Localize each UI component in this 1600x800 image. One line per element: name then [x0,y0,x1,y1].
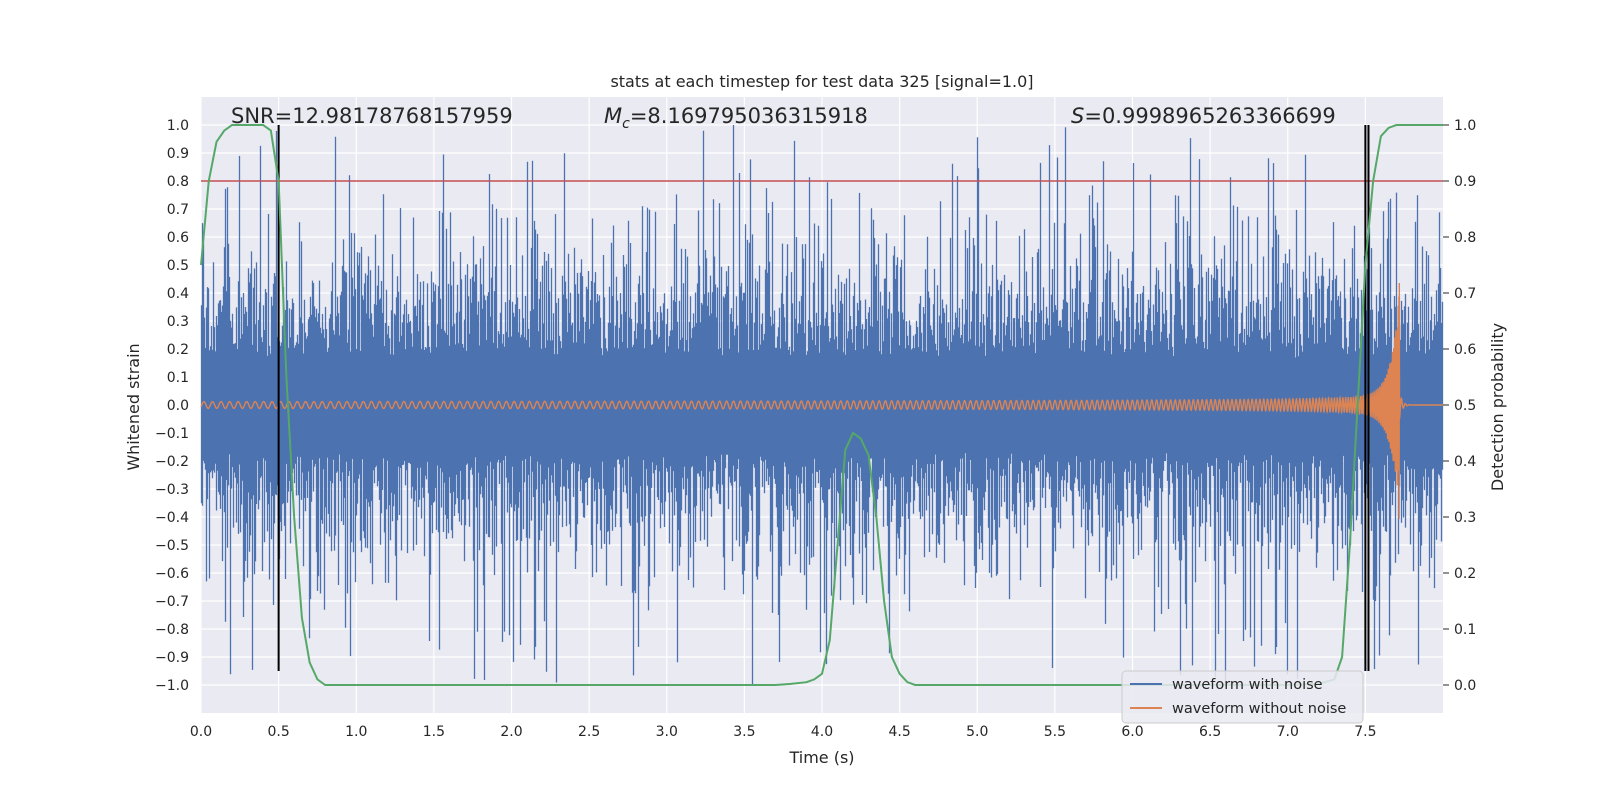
legend-label-noise: waveform with noise [1172,677,1323,693]
right-y-tick-label: 0.9 [1454,174,1476,190]
probability-layer [200,124,1443,686]
y-tick-label: 1.0 [167,118,189,134]
snr-annotation: SNR=12.98178768157959 [231,104,513,128]
right-y-tick-label: 0.8 [1454,230,1476,246]
y-tick-label: 0.8 [167,174,189,190]
y-tick-label: −0.4 [155,510,189,526]
y-tick-label: −0.3 [155,482,189,498]
y-tick-label: −1.0 [155,678,189,694]
y-tick-label: 0.1 [167,370,189,386]
x-tick-label: 7.0 [1277,724,1299,740]
right-y-tick-label: 0.0 [1454,678,1476,694]
y-tick-label: −0.7 [155,594,189,610]
x-tick-label: 3.5 [733,724,755,740]
x-tick-label: 3.0 [656,724,678,740]
y-tick-label: 0.9 [167,146,189,162]
series-detection-probability [200,124,1443,686]
x-axis-label: Time (s) [788,748,854,767]
x-tick-label: 5.0 [966,724,988,740]
x-tick-label: 1.5 [423,724,445,740]
x-tick-label: 2.0 [500,724,522,740]
x-tick-label: 0.5 [267,724,289,740]
y-tick-label: 0.4 [167,286,189,302]
legend-box [1121,670,1364,724]
y-tick-label: 0.3 [167,314,189,330]
right-y-tick-label: 1.0 [1454,118,1476,134]
chirp-mass-annotation: Mc=8.169795036315918 [604,104,868,132]
x-tick-label: 6.5 [1199,724,1221,740]
right-y-tick-label: 0.6 [1454,342,1476,358]
y-tick-label: −0.8 [155,622,189,638]
score-annotation: S=0.9998965263366699 [1071,104,1336,128]
y-tick-label: −0.6 [155,566,189,582]
right-y-tick-label: 0.3 [1454,510,1476,526]
y-axis-label: Whitened strain [124,343,143,470]
y-tick-label: 0.0 [167,398,189,414]
y-tick-label: 0.2 [167,342,189,358]
tick-labels-layer: 0.0 0.5 1.0 1.5 2.0 2.5 3.0 3.5 4.0 4.5 5.0 5.5 6.0 6… [155,118,1476,740]
x-tick-label: 4.5 [888,724,910,740]
y-tick-label: 0.5 [167,258,189,274]
series-waveform-without-noise [200,283,1443,519]
legend: waveform with noise waveform without noi… [1121,670,1364,724]
y-tick-label: 0.7 [167,202,189,218]
right-y-tick-label: 0.7 [1454,286,1476,302]
chart-title: stats at each timestep for test data 325… [610,72,1033,91]
y-tick-label: −0.9 [155,650,189,666]
right-y-tick-label: 0.4 [1454,454,1476,470]
y-tick-label: −0.5 [155,538,189,554]
right-y-axis-label: Detection probability [1488,323,1507,491]
x-tick-label: 4.0 [811,724,833,740]
x-tick-label: 5.5 [1044,724,1066,740]
y-tick-label: −0.2 [155,454,189,470]
clean-waveform-layer [200,283,1443,519]
y-tick-label: −0.1 [155,426,189,442]
right-y-tick-label: 0.5 [1454,398,1476,414]
y-tick-label: 0.6 [167,230,189,246]
x-tick-label: 6.0 [1121,724,1143,740]
legend-label-clean: waveform without noise [1172,701,1346,717]
x-tick-label: 2.5 [578,724,600,740]
right-y-tick-label: 0.1 [1454,622,1476,638]
x-tick-label: 1.0 [345,724,367,740]
right-y-tick-label: 0.2 [1454,566,1476,582]
reference-lines-layer [201,125,1443,671]
x-tick-label: 7.5 [1354,724,1376,740]
x-tick-label: 0.0 [190,724,212,740]
